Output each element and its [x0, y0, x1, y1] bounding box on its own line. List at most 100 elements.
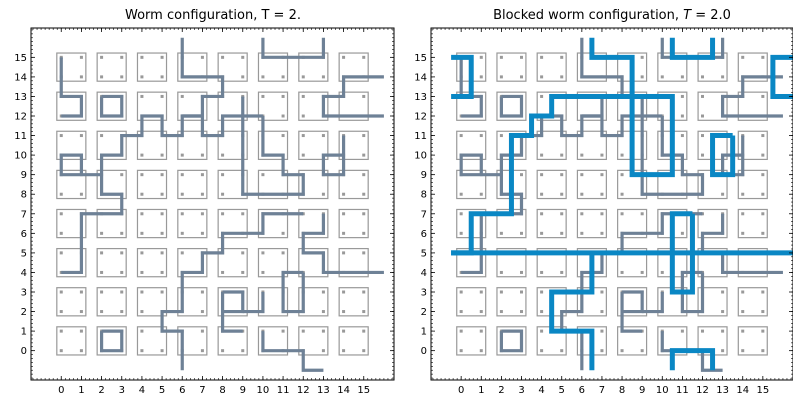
plaquette-box — [298, 208, 329, 239]
ticks-right: 0 1 2 3 4 5 6 7 8 9 10 11 12 13 14 15012345678910111213… — [414, 28, 793, 396]
plaquette-box — [338, 52, 369, 82]
site-dot — [362, 310, 366, 314]
plaquette-box — [536, 52, 567, 82]
site-dot — [761, 94, 765, 98]
site-dot — [701, 114, 704, 118]
worm-segment — [241, 114, 305, 196]
site-dot — [342, 310, 346, 314]
site-dot — [120, 270, 124, 274]
y-tick-label: 9 — [21, 170, 27, 181]
site-dot — [600, 349, 604, 353]
x-tick-label: 9 — [639, 385, 645, 396]
site-dot — [499, 270, 503, 274]
plaquette-box — [496, 247, 527, 278]
site-dot — [140, 75, 144, 79]
plaquette-box — [177, 326, 208, 356]
site-dot — [499, 134, 503, 138]
plaquette — [456, 326, 487, 356]
plaquette-box — [697, 287, 728, 317]
plaquette-box — [96, 287, 127, 317]
site-dot — [79, 310, 83, 314]
plaquette — [576, 208, 607, 239]
site-dot — [160, 290, 164, 294]
site-dot — [540, 231, 544, 235]
site-dot — [741, 349, 745, 353]
y-tick-label: 1 — [21, 327, 27, 338]
site-dot — [362, 55, 366, 59]
site-dot — [321, 310, 325, 314]
y-tick-label: 3 — [421, 288, 427, 299]
x-tick-label: 3 — [518, 385, 524, 396]
plaquette-box — [576, 208, 607, 239]
blocked-worm-segment — [669, 37, 716, 60]
site-dot — [342, 231, 346, 235]
site-dot — [180, 94, 184, 98]
plaquette-box — [576, 130, 607, 161]
site-dot — [200, 290, 204, 294]
site-dot — [560, 173, 564, 177]
site-dot — [721, 290, 725, 294]
blocked-worm-segment — [669, 348, 716, 371]
plaquette-box — [496, 326, 527, 356]
site-dot — [761, 231, 765, 235]
site-dot — [640, 270, 644, 274]
plaquette-box — [298, 52, 329, 82]
plaquette-box — [177, 52, 208, 82]
site-dot — [200, 349, 204, 353]
panel-left: Worm configuration, T = 2. 0 1 2 3 4 5 6 7 8 9 10 1… — [14, 8, 395, 396]
blocked-worm-segment — [549, 252, 595, 371]
site-dot — [761, 153, 765, 157]
site-dot — [362, 94, 366, 98]
site-dot — [540, 75, 544, 79]
plaquette-box — [217, 208, 248, 239]
site-dot — [560, 192, 564, 196]
site-dot — [540, 173, 544, 177]
x-tick-label: 11 — [277, 385, 290, 396]
site-dot — [761, 329, 765, 333]
site-dot — [321, 75, 325, 79]
plaquette-box — [697, 247, 728, 278]
site-dot — [301, 153, 305, 157]
plaquette — [136, 52, 168, 82]
plaquette-box — [257, 169, 289, 200]
plaquette — [496, 287, 527, 317]
site-dot — [301, 75, 305, 79]
x-tick-label: 3 — [119, 385, 125, 396]
ticks-left: 0 1 2 3 4 5 6 7 8 9 10 11 12 13 14 15012345678910111213… — [14, 28, 394, 396]
site-dot — [140, 173, 144, 177]
site-dot — [680, 231, 684, 235]
site-dot — [100, 270, 104, 274]
site-dot — [79, 192, 83, 196]
chart-title-right-suffix: = 2.0 — [691, 8, 731, 23]
site-dot — [321, 349, 325, 353]
site-dot — [140, 212, 144, 216]
worm-segment — [459, 57, 483, 118]
site-dot — [620, 173, 624, 177]
plaquette-box — [536, 91, 567, 121]
plaquette-box — [217, 169, 248, 200]
site-dot — [79, 134, 83, 138]
site-dot — [499, 75, 503, 79]
x-tick-label: 15 — [357, 385, 370, 396]
site-dot — [281, 75, 285, 79]
y-tick-label: 11 — [414, 131, 427, 142]
plaquette-box — [56, 326, 87, 356]
x-tick-label: 5 — [159, 385, 165, 396]
plaquette-box — [496, 91, 527, 121]
plaquette-box — [257, 326, 289, 356]
y-tick-label: 6 — [421, 229, 427, 240]
y-tick-label: 5 — [21, 248, 27, 259]
site-dot — [741, 290, 745, 294]
worm-segment — [680, 270, 705, 314]
plaquette-box — [177, 130, 208, 161]
site-dot — [241, 75, 245, 79]
plaquette-box — [177, 208, 208, 239]
site-dot — [140, 290, 144, 294]
plaquette — [96, 287, 127, 317]
site-dot — [761, 310, 765, 314]
plaquette-box — [737, 287, 768, 317]
site-dot — [59, 329, 63, 333]
site-dot — [540, 153, 544, 157]
site-dot — [459, 329, 463, 333]
plaquette-box — [257, 130, 289, 161]
